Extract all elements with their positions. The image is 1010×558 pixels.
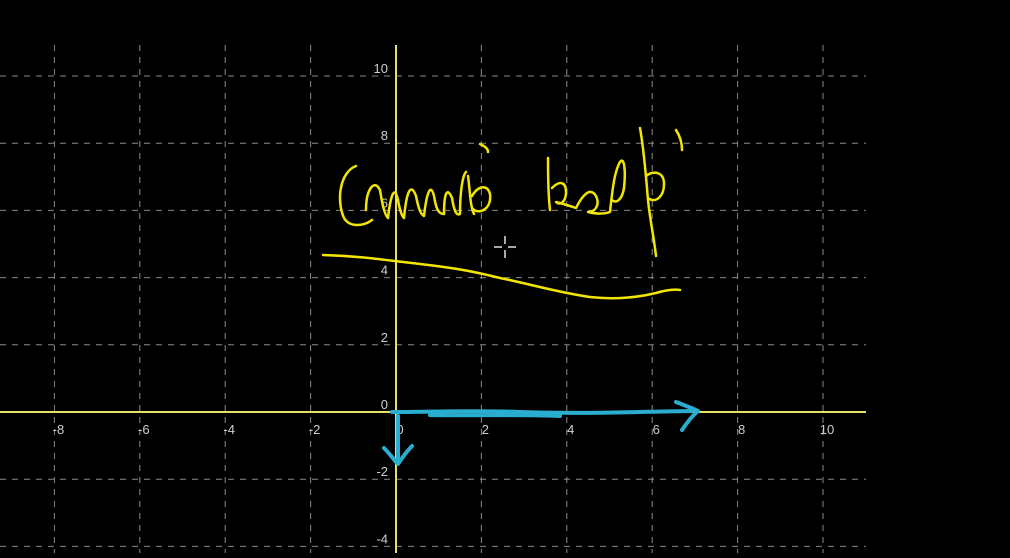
y-tick-label: 10	[374, 61, 388, 76]
scribble-word-1	[364, 170, 468, 220]
x-tick-label: 8	[738, 422, 745, 437]
x-tick-label: -4	[223, 422, 235, 437]
y-tick-label: 8	[381, 128, 388, 143]
axes	[0, 45, 866, 553]
scribble-accent-2	[674, 128, 684, 152]
y-tick-label: 2	[381, 330, 388, 345]
y-tick-label: 0	[381, 397, 388, 412]
blue-arrow-down-head	[382, 444, 414, 466]
blue-arrow-right-head	[674, 400, 700, 432]
scribble-word-1b	[466, 174, 492, 216]
blue-arrow-right-detail	[428, 413, 562, 418]
scribble-underline	[321, 253, 682, 300]
scribble-letter-c	[338, 164, 374, 227]
y-tick-label: -4	[376, 531, 388, 546]
x-tick-label: -6	[138, 422, 150, 437]
x-tick-label: 2	[482, 422, 489, 437]
y-tick-label: 6	[381, 195, 388, 210]
x-tick-label: -2	[309, 422, 321, 437]
crosshair-cursor-icon	[494, 236, 516, 258]
scribble-accent-1	[478, 142, 490, 154]
handwritten-scribble-icon	[321, 126, 684, 300]
blue-arrow-right	[390, 409, 694, 415]
x-tick-label: 4	[567, 422, 574, 437]
scribble-word-2-stem	[546, 156, 552, 212]
x-tick-label: 6	[653, 422, 660, 437]
y-tick-label: 4	[381, 263, 388, 278]
y-tick-label: -2	[376, 464, 388, 479]
hand-drawn-arrows	[382, 400, 700, 466]
scribble-word-2	[550, 159, 627, 215]
x-tick-label: -8	[53, 422, 65, 437]
x-tick-labels: -8 -6 -4 -2 0 2 4 6 8 10	[53, 422, 835, 437]
grid-lines	[0, 45, 866, 553]
scribble-word-2b	[638, 126, 666, 258]
y-tick-labels: 10 8 6 4 2 0 -2 -4	[374, 61, 388, 546]
x-tick-label: 10	[820, 422, 834, 437]
